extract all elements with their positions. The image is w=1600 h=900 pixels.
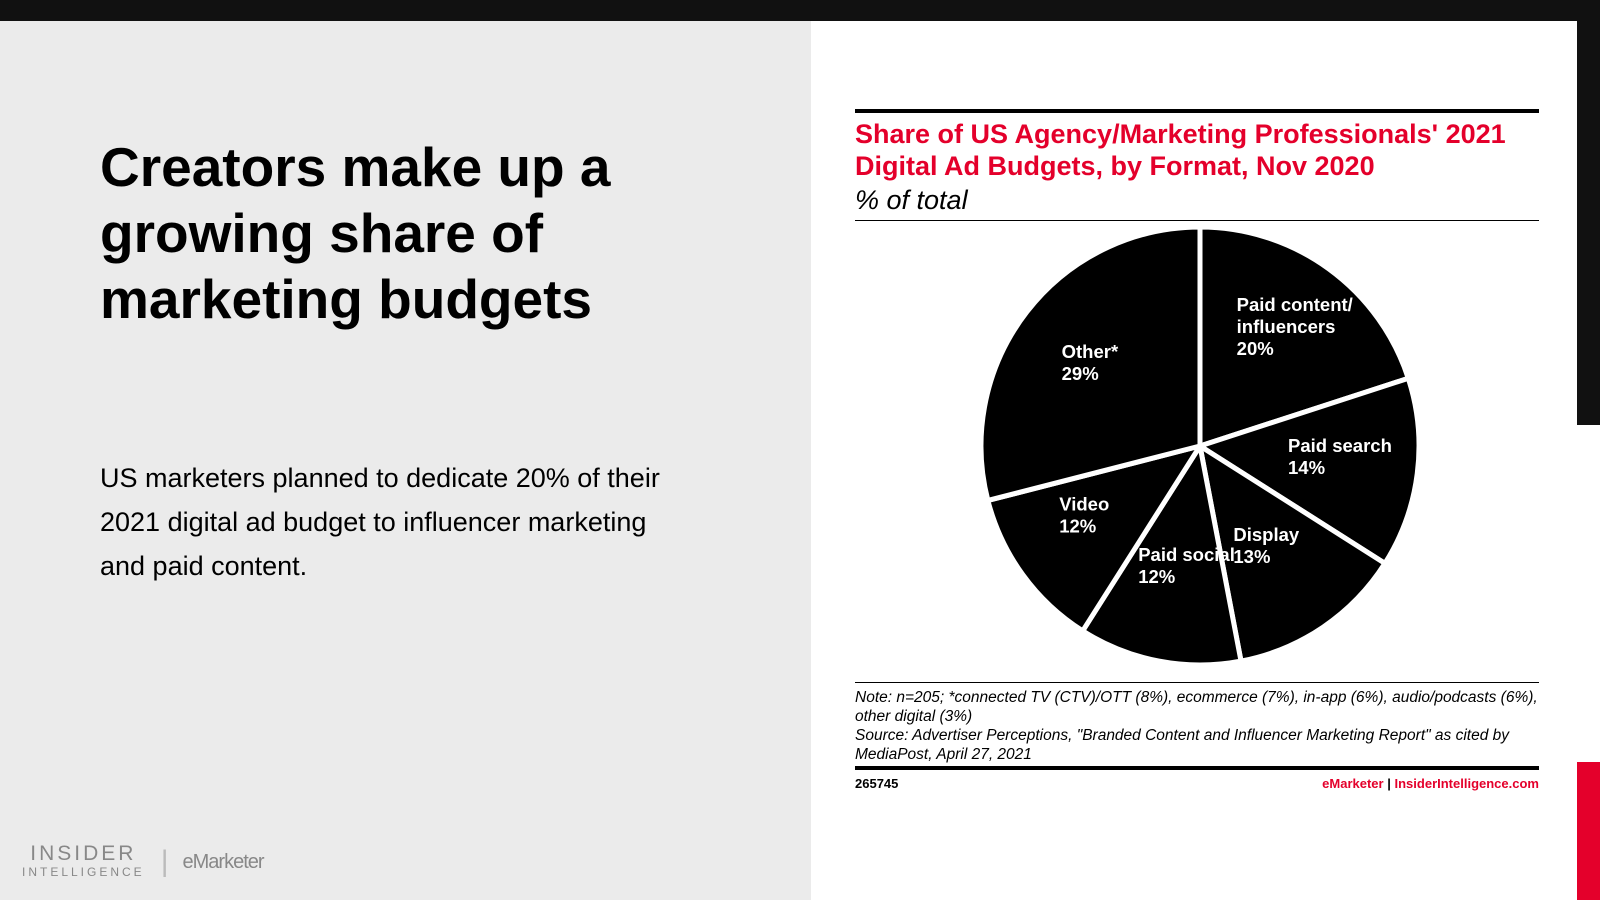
left-panel xyxy=(0,21,811,900)
logo-stack: INSIDER INTELLIGENCE xyxy=(22,842,145,880)
chart-footer: eMarketer | InsiderIntelligence.com xyxy=(855,776,1539,791)
rule xyxy=(855,682,1539,683)
slice-value-label: 14% xyxy=(1288,457,1325,478)
headline: Creators make up a growing share of mark… xyxy=(100,136,611,330)
edge-bar xyxy=(1577,762,1600,900)
pie-slice xyxy=(984,442,1206,635)
pie-slice xyxy=(1194,375,1422,567)
rule xyxy=(855,766,1539,770)
footer-brand: eMarketer xyxy=(1322,776,1384,791)
top-bar xyxy=(0,0,1600,21)
slice-label: Paid content/influencers xyxy=(1237,294,1353,337)
chart-note: Note: n=205; *connected TV (CTV)/OTT (8%… xyxy=(855,689,1538,725)
chart-title: Share of US Agency/Marketing Professiona… xyxy=(855,119,1506,181)
logo-separator: | xyxy=(160,845,169,878)
pie-slice xyxy=(1079,439,1244,668)
rule xyxy=(855,220,1539,221)
pie-slice xyxy=(1196,440,1389,665)
slice-value-label: 20% xyxy=(1237,338,1274,359)
body-text: US marketers planned to dedicate 20% of … xyxy=(100,463,660,581)
slice-value-label: 12% xyxy=(1138,566,1175,587)
slice-value-label: 29% xyxy=(1062,363,1099,384)
footer-separator: | xyxy=(1387,776,1391,791)
rule xyxy=(855,109,1539,113)
pie-slice xyxy=(978,224,1203,504)
slice-value-label: 13% xyxy=(1233,546,1270,567)
slice-label: Paid search xyxy=(1288,435,1392,456)
chart-notes: Note: n=205; *connected TV (CTV)/OTT (8%… xyxy=(855,688,1545,764)
logo-brand: eMarketer xyxy=(182,850,265,873)
chart-source: Source: Advertiser Perceptions, "Branded… xyxy=(855,727,1510,763)
slice-label: Display xyxy=(1233,524,1300,545)
slice-label: Video xyxy=(1059,494,1109,515)
footer-site: InsiderIntelligence.com xyxy=(1394,776,1540,791)
logo-secondary: INTELLIGENCE xyxy=(22,865,145,879)
chart-id: 265745 xyxy=(855,776,899,791)
logo: INSIDER INTELLIGENCE | eMarketer xyxy=(22,842,265,880)
chart-subtitle: % of total xyxy=(855,185,968,215)
pie-slice xyxy=(1197,224,1412,450)
logo-primary: INSIDER xyxy=(30,842,137,865)
slice-value-label: 12% xyxy=(1059,516,1096,537)
edge-bar xyxy=(1577,21,1600,425)
slice-label: Paid social xyxy=(1138,544,1235,565)
slice-label: Other* xyxy=(1062,341,1119,362)
